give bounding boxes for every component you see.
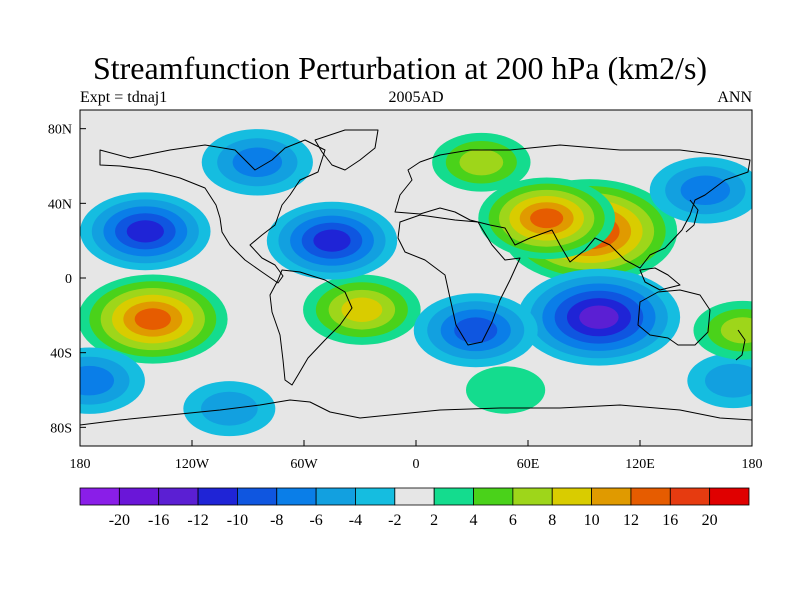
x-tick-label: 120E — [625, 457, 655, 472]
season-label: ANN — [717, 89, 752, 106]
colorbar-box — [355, 487, 396, 506]
south-america-coastline — [269, 269, 353, 386]
plot-title: Streamfunction Perturbation at 200 hPa (… — [92, 50, 708, 86]
contour-band-8-4 — [126, 220, 164, 243]
colorbar-box — [473, 487, 514, 506]
contour-band-14-2 — [720, 317, 752, 344]
colorbar-box — [669, 487, 711, 506]
north-america-coastline — [99, 139, 326, 284]
contour-band-7-3 — [454, 317, 498, 344]
australia-coastline — [637, 289, 711, 346]
colorbar-label: 2 — [430, 512, 438, 529]
colorbar-label: 6 — [509, 512, 517, 529]
colorbar-label: -6 — [309, 512, 322, 529]
x-tick-label: 120W — [175, 457, 210, 472]
x-tick-label: 60E — [517, 457, 540, 472]
colorbar-label: 12 — [623, 512, 639, 529]
colorbar-label: -16 — [148, 512, 169, 529]
colorbar-box — [630, 487, 671, 506]
year-label: 2005AD — [388, 89, 444, 106]
colorbar-label: 10 — [584, 512, 600, 529]
colorbar-box — [394, 487, 435, 506]
colorbar-label: -10 — [227, 512, 248, 529]
contour-band-5-0 — [466, 366, 546, 414]
y-tick-label: 80N — [48, 123, 72, 138]
colorbar-labels: -20 -16 -12 -10 -8 -6 -4 -2 2 4 6 8 10 12 16 20 — [109, 512, 718, 529]
x-tick-label: 180 — [742, 457, 763, 472]
colorbar-label: -8 — [270, 512, 283, 529]
contour-band-1-5 — [530, 208, 564, 229]
greenland-coastline — [314, 129, 379, 171]
colorbar-label: 8 — [548, 512, 556, 529]
experiment-label: Expt = tdnaj1 — [80, 89, 168, 106]
colorbar-label: 16 — [662, 512, 678, 529]
colorbar-box — [158, 487, 199, 506]
colorbar-box — [551, 487, 592, 506]
colorbar-label: 20 — [702, 512, 718, 529]
colorbar-box — [433, 487, 474, 506]
y-tick-label: 40S — [50, 347, 72, 362]
contour-band-10-2 — [232, 147, 283, 178]
contour-band-4-3 — [341, 297, 383, 322]
colorbar-label: -2 — [388, 512, 401, 529]
x-axis: 180 120W 60W 0 60E 120E 180 — [70, 440, 763, 472]
contour-field — [80, 110, 752, 446]
contour-band-9-4 — [313, 229, 351, 252]
colorbar-box — [591, 487, 632, 506]
colorbar-box — [237, 487, 278, 506]
y-tick-label: 0 — [65, 272, 72, 287]
contour-band-12-2 — [80, 365, 115, 396]
new-zealand-coastline — [735, 329, 746, 361]
y-axis: 80N 40N 0 40S 80S — [48, 123, 86, 436]
colorbar-boxes — [79, 487, 750, 506]
eurasia-coastline — [394, 144, 751, 269]
coastlines — [80, 129, 752, 426]
colorbar-box — [709, 487, 750, 506]
africa-coastline — [397, 214, 521, 346]
colorbar-label: -4 — [349, 512, 362, 529]
x-tick-label: 180 — [70, 457, 91, 472]
colorbar-box — [79, 487, 120, 506]
antarctica-coastline — [80, 399, 752, 426]
x-tick-label: 0 — [413, 457, 420, 472]
colorbar-box — [197, 487, 238, 506]
contour-band-2-2 — [459, 149, 504, 176]
colorbar-label: -12 — [187, 512, 208, 529]
colorbar-label: 4 — [470, 512, 478, 529]
colorbar-label: -20 — [109, 512, 130, 529]
contour-band-13-1 — [705, 363, 752, 398]
contour-band-3-5 — [134, 308, 171, 330]
contour-band-11-2 — [680, 175, 731, 206]
colorbar-box — [118, 487, 160, 506]
contour-blobs — [80, 129, 752, 437]
colorbar-box — [512, 487, 553, 506]
japan-coastline — [685, 199, 699, 233]
x-tick-label: 60W — [290, 457, 318, 472]
colorbar-box — [315, 487, 356, 506]
contour-band-6-5 — [579, 305, 619, 329]
y-tick-label: 40N — [48, 197, 72, 212]
y-tick-label: 80S — [50, 421, 72, 436]
colorbar-box — [276, 487, 317, 506]
indonesia-coastline — [639, 267, 681, 291]
